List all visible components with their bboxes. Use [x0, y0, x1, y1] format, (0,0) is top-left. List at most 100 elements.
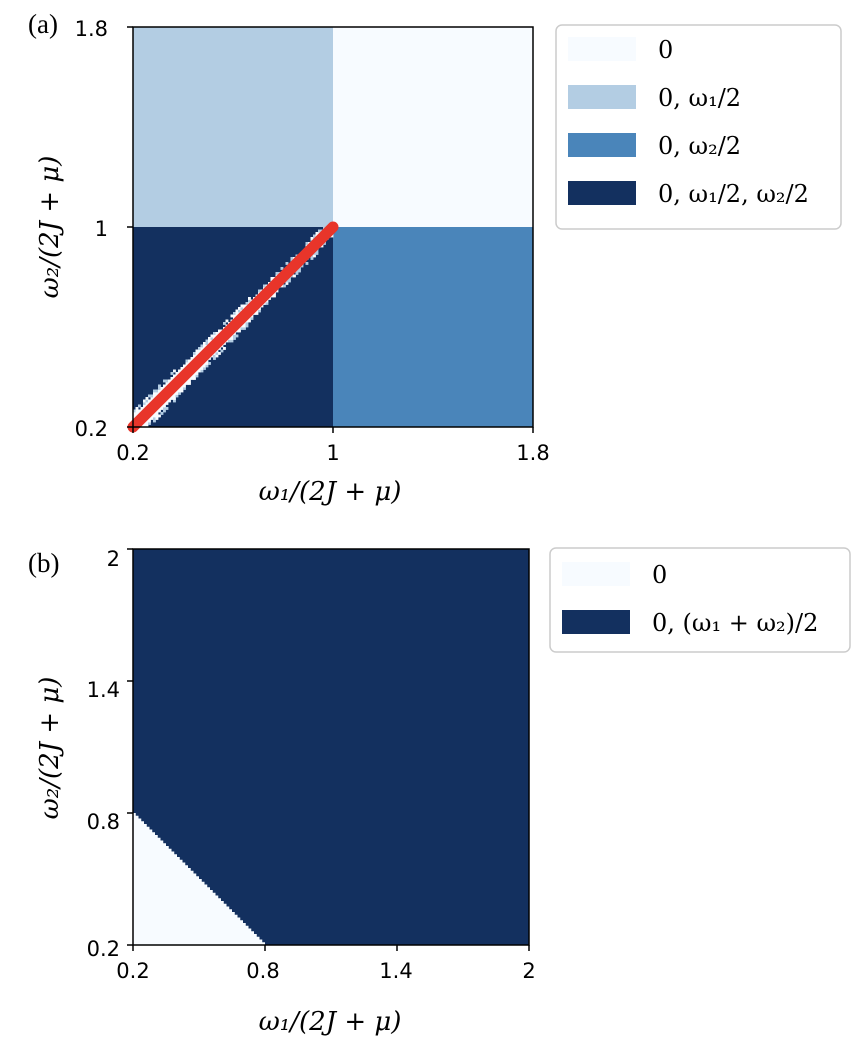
band-cell	[243, 324, 246, 328]
band-cell	[208, 357, 211, 360]
band-cell	[193, 354, 196, 358]
panel-a-legend: 0 0, ω₁/2 0, ω₂/2 0, ω₁/2, ω₂/2	[555, 24, 842, 230]
region-light	[133, 813, 265, 945]
band-cell	[285, 279, 289, 283]
band-cell	[165, 407, 169, 410]
panel-b-label: (b)	[28, 548, 59, 578]
panel-a-xtick-left: 0.2	[116, 441, 149, 465]
band-cell	[223, 347, 226, 350]
band-cell	[230, 339, 234, 343]
band-cell	[173, 374, 176, 378]
panel-b-xtick-1-4: 1.4	[379, 959, 412, 983]
band-cell	[140, 424, 144, 428]
band-cell	[143, 402, 146, 405]
panel-a-legend-frame	[555, 24, 842, 230]
band-cell	[230, 314, 234, 318]
band-cell	[203, 364, 206, 368]
band-cell	[175, 389, 179, 393]
panel-a-ylabel: ω₂/(2J + μ)	[35, 156, 65, 299]
band-cell	[205, 362, 209, 365]
band-cell	[270, 277, 274, 280]
band-cell	[298, 269, 301, 273]
band-cell	[270, 294, 274, 298]
band-cell	[160, 407, 164, 410]
band-cell	[218, 352, 221, 355]
band-cell	[215, 332, 219, 335]
panel-b-ytick-0-8: 0.8	[87, 810, 120, 834]
band-cell	[173, 394, 176, 398]
band-cell	[165, 379, 169, 383]
band-cell	[183, 382, 186, 385]
band-cell	[203, 362, 206, 365]
band-cell	[248, 297, 251, 300]
band-cell	[138, 409, 141, 413]
band-cell	[133, 409, 136, 413]
band-cell	[180, 387, 184, 390]
band-cell	[210, 334, 214, 338]
band-cell	[243, 327, 246, 330]
band-cell	[258, 289, 261, 293]
band-cell	[210, 354, 214, 358]
band-cell	[258, 309, 261, 313]
band-cell	[163, 404, 166, 408]
band-cell	[158, 389, 161, 393]
band-cell	[173, 369, 176, 373]
panel-a-ytick-bottom: 0.2	[75, 417, 108, 441]
band-cell	[155, 414, 159, 418]
band-cell	[310, 237, 314, 240]
band-cell	[185, 359, 189, 363]
band-cell	[183, 387, 186, 390]
band-cell	[188, 379, 191, 383]
band-cell	[305, 262, 309, 265]
band-cell	[150, 414, 154, 418]
band-cell	[248, 319, 251, 323]
panel-b-ytick-1-4: 1.4	[87, 678, 120, 702]
band-cell	[190, 377, 194, 380]
band-cell	[298, 267, 301, 270]
band-cell	[265, 299, 269, 303]
band-cell	[240, 324, 244, 328]
band-cell	[210, 337, 214, 340]
band-cell	[280, 267, 284, 270]
band-cell	[193, 372, 196, 375]
band-cell	[223, 342, 226, 345]
band-cell	[180, 389, 184, 393]
band-cell	[238, 307, 241, 310]
band-cell	[153, 414, 156, 418]
band-cell	[213, 354, 216, 358]
legend-swatch-3	[568, 181, 636, 205]
band-cell	[148, 419, 151, 423]
band-cell	[155, 392, 159, 395]
band-cell	[205, 339, 209, 343]
diagonal-line	[127, 221, 339, 433]
band-cell	[293, 274, 296, 278]
band-cell	[170, 394, 174, 398]
band-cell	[148, 399, 151, 403]
legend-label-1: 0, ω₁/2	[658, 84, 741, 112]
band-cell	[200, 369, 204, 373]
band-cell	[230, 334, 234, 338]
band-cell	[220, 344, 224, 348]
band-cell	[153, 389, 156, 393]
band-cell	[288, 277, 291, 280]
panel-a-xtick-mid: 1	[326, 441, 339, 465]
band-cell	[228, 339, 231, 343]
band-cell	[143, 404, 146, 408]
band-cell	[330, 234, 334, 238]
band-cell	[213, 332, 216, 335]
band-cell	[225, 339, 229, 343]
band-cell	[195, 352, 199, 355]
band-cell	[173, 399, 176, 403]
panel-a-ytick-top: 1.8	[75, 17, 108, 41]
band-cell	[145, 399, 149, 403]
band-cell	[273, 294, 276, 298]
band-cell	[233, 314, 236, 318]
band-cell	[158, 409, 161, 413]
band-cell	[170, 377, 174, 380]
band-cell	[283, 284, 286, 288]
band-cell	[170, 397, 174, 400]
legend-swatch-2	[568, 133, 636, 157]
panel-b-plot-area	[132, 548, 530, 946]
panel-b-ytick-0-2: 0.2	[87, 937, 120, 961]
band-cell	[170, 372, 174, 375]
